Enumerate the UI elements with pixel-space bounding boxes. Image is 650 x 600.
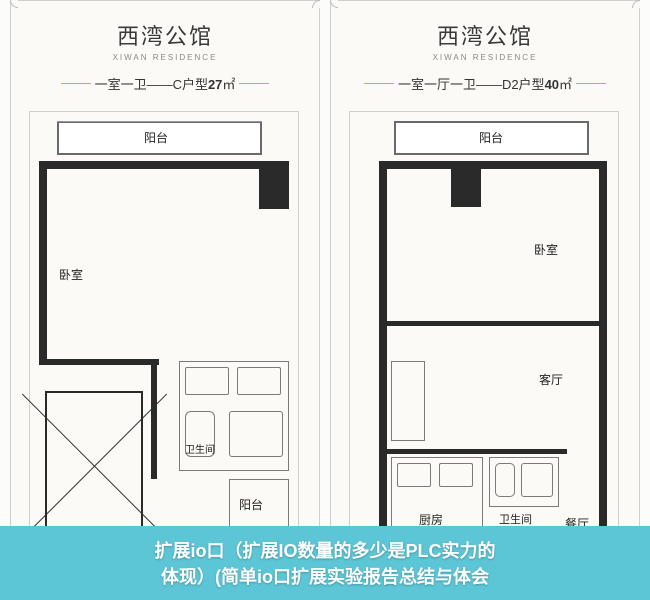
wall-left [39,161,47,361]
elevator-box [45,391,143,541]
brand-en: XIWAN RESIDENCE [331,53,639,62]
caption-text: 扩展io口（扩展IO数量的多少是PLC实力的 体现）(简单io口扩展实验报告总结… [0,526,650,590]
label-balcony2: 阳台 [239,496,263,513]
caption-line1: 扩展io口（扩展IO数量的多少是PLC实力的 [0,538,650,564]
plan-panel-right: 西湾公馆 XIWAN RESIDENCE 一室一厅一卫——D2户型40㎡ 阳台 … [330,0,640,600]
wall-top [39,161,289,169]
rail [57,121,262,122]
brand-zh: 西湾公馆 [11,19,319,51]
label-bath: 卫生间 [499,511,532,527]
caption-overlay: 扩展io口（扩展IO数量的多少是PLC实力的 体现）(简单io口扩展实验报告总结… [0,526,650,600]
fixture-stove [237,367,281,395]
column-tl [451,161,481,207]
unit-type-text: 一室一厅一卫——D2户型40㎡ [398,74,572,93]
brand-block: 西湾公馆 XIWAN RESIDENCE [331,19,639,62]
fixture-wc [495,463,515,497]
brand-block: 西湾公馆 XIWAN RESIDENCE [11,19,319,62]
wall-left [379,161,387,561]
corner-notch [632,0,640,8]
label-balcony: 阳台 [479,129,503,146]
accent-line [576,83,606,84]
fixture-basin [521,463,553,497]
label-bath: 卫生间 [185,441,215,456]
label-living: 客厅 [539,371,563,388]
label-bedroom: 卧室 [59,266,83,283]
floorplan-right: 阳台 卧室 客厅 厨房 卫生间 餐厅 [349,111,621,589]
wall-service-top [387,449,567,454]
brand-en: XIWAN RESIDENCE [11,53,319,62]
wall-mid [39,359,159,365]
plan-panel-left: 西湾公馆 XIWAN RESIDENCE 一室一卫——C户型27㎡ 阳台 卧室 [10,0,320,600]
wall-mid [387,321,601,326]
fixture-sink [439,463,473,487]
fixture-basin [229,411,283,457]
wall-mid-v [151,359,157,479]
brand-zh: 西湾公馆 [331,19,639,51]
subtitle-left: 一室一卫——C户型27㎡ [11,74,319,93]
wall-top [379,161,607,169]
accent-line [239,83,269,84]
label-balcony: 阳台 [144,129,168,146]
caption-line2: 体现）(简单io口扩展实验报告总结与体会 [0,564,650,590]
corner-notch [10,0,18,8]
closet-box [391,361,425,441]
subtitle-right: 一室一厅一卫——D2户型40㎡ [331,74,639,93]
unit-type-text: 一室一卫——C户型27㎡ [95,74,236,93]
fixture-stove [397,463,431,487]
fixture-sink [185,367,229,395]
wall-right [599,161,607,561]
plan-bounds [349,111,619,571]
accent-line [364,83,394,84]
accent-line [61,83,91,84]
label-bedroom: 卧室 [534,241,558,258]
floorplan-left: 阳台 卧室 阳台 卫生间 电井 [29,111,301,589]
column-tr [259,161,289,209]
corner-notch [312,0,320,8]
corner-notch [330,0,338,8]
